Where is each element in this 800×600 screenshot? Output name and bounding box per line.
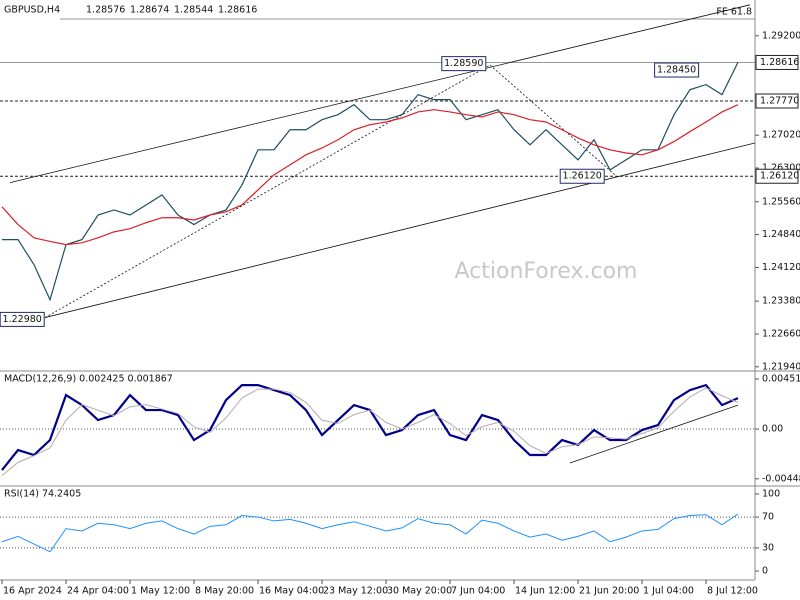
y-tick-label: 1.24840 — [762, 229, 800, 240]
price-annotation: 1.26120 — [563, 171, 602, 182]
level-label: FE 61.8 — [716, 6, 752, 17]
ohlc-high: 1.28674 — [130, 5, 169, 16]
series-line — [1, 387, 739, 477]
macd-title: MACD(12,26,9) 0.002425 0.001867 — [4, 374, 173, 385]
series-line — [2, 62, 739, 302]
rsi-title: RSI(14) 74.2405 — [4, 489, 81, 500]
price-annotation-box — [559, 168, 605, 184]
y-tick-label: 100 — [762, 488, 780, 499]
price-annotation: 1.22980 — [3, 314, 42, 325]
x-tick-label: 24 Apr 04:00 — [67, 586, 129, 597]
x-tick-label: 21 Jun 20:00 — [579, 586, 639, 597]
trendline — [569, 404, 739, 464]
y-tick-label: 0.00451 — [762, 373, 800, 384]
series-line — [1, 104, 739, 246]
price-annotation-box — [441, 56, 487, 72]
trendline — [44, 142, 756, 318]
x-tick-label: 16 May 04:00 — [259, 586, 324, 597]
y-tick-label: -0.004483 — [762, 473, 800, 484]
y-tick-label: 1.27020 — [762, 130, 800, 141]
y-tick-label: 1.25560 — [762, 196, 800, 207]
x-tick-label: 23 May 12:00 — [323, 586, 388, 597]
y-tick-label: 1.22660 — [762, 328, 800, 339]
ohlc-low: 1.28544 — [174, 5, 213, 16]
level-box — [755, 168, 799, 184]
level-box — [755, 54, 799, 70]
y-tick-label: 0.00 — [762, 424, 783, 435]
x-tick-label: 30 May 20:00 — [387, 586, 452, 597]
price-annotation: 1.28450 — [657, 65, 696, 76]
x-tick-label: 14 Jun 12:00 — [515, 586, 575, 597]
x-tick-label: 1 Jul 04:00 — [643, 586, 694, 597]
trendline — [44, 64, 491, 318]
series-line — [1, 513, 739, 553]
price-annotation: 1.28590 — [444, 58, 483, 69]
watermark: ActionForex.com — [455, 259, 638, 284]
y-tick-label: 30 — [762, 542, 774, 553]
price-annotation-box — [654, 62, 700, 78]
y-tick-label: 1.29200 — [762, 30, 800, 41]
ohlc-open: 1.28576 — [86, 5, 125, 16]
y-tick-label: 0 — [762, 566, 768, 577]
x-tick-label: 8 Jul 12:00 — [707, 586, 758, 597]
level-label: 1.26120 — [760, 171, 799, 182]
x-tick-label: 7 Jun 04:00 — [451, 586, 505, 597]
y-tick-label: 70 — [762, 512, 774, 523]
level-box — [755, 93, 799, 109]
price-annotation-box — [0, 311, 45, 327]
level-label: 1.27770 — [760, 96, 799, 107]
x-tick-label: 1 May 12:00 — [131, 586, 190, 597]
y-tick-label: 1.26300 — [762, 163, 800, 174]
level-label: 1.28616 — [760, 57, 799, 68]
trendline — [9, 4, 751, 184]
symbol-title: GBPUSD,H4 — [4, 5, 60, 16]
y-tick-label: 1.23380 — [762, 296, 800, 307]
y-tick-label: 1.24120 — [762, 262, 800, 273]
x-tick-label: 8 May 20:00 — [195, 586, 254, 597]
ohlc-close: 1.28616 — [218, 5, 257, 16]
y-tick-label: 1.21940 — [762, 361, 800, 372]
x-tick-label: 16 Apr 2024 — [3, 586, 62, 597]
